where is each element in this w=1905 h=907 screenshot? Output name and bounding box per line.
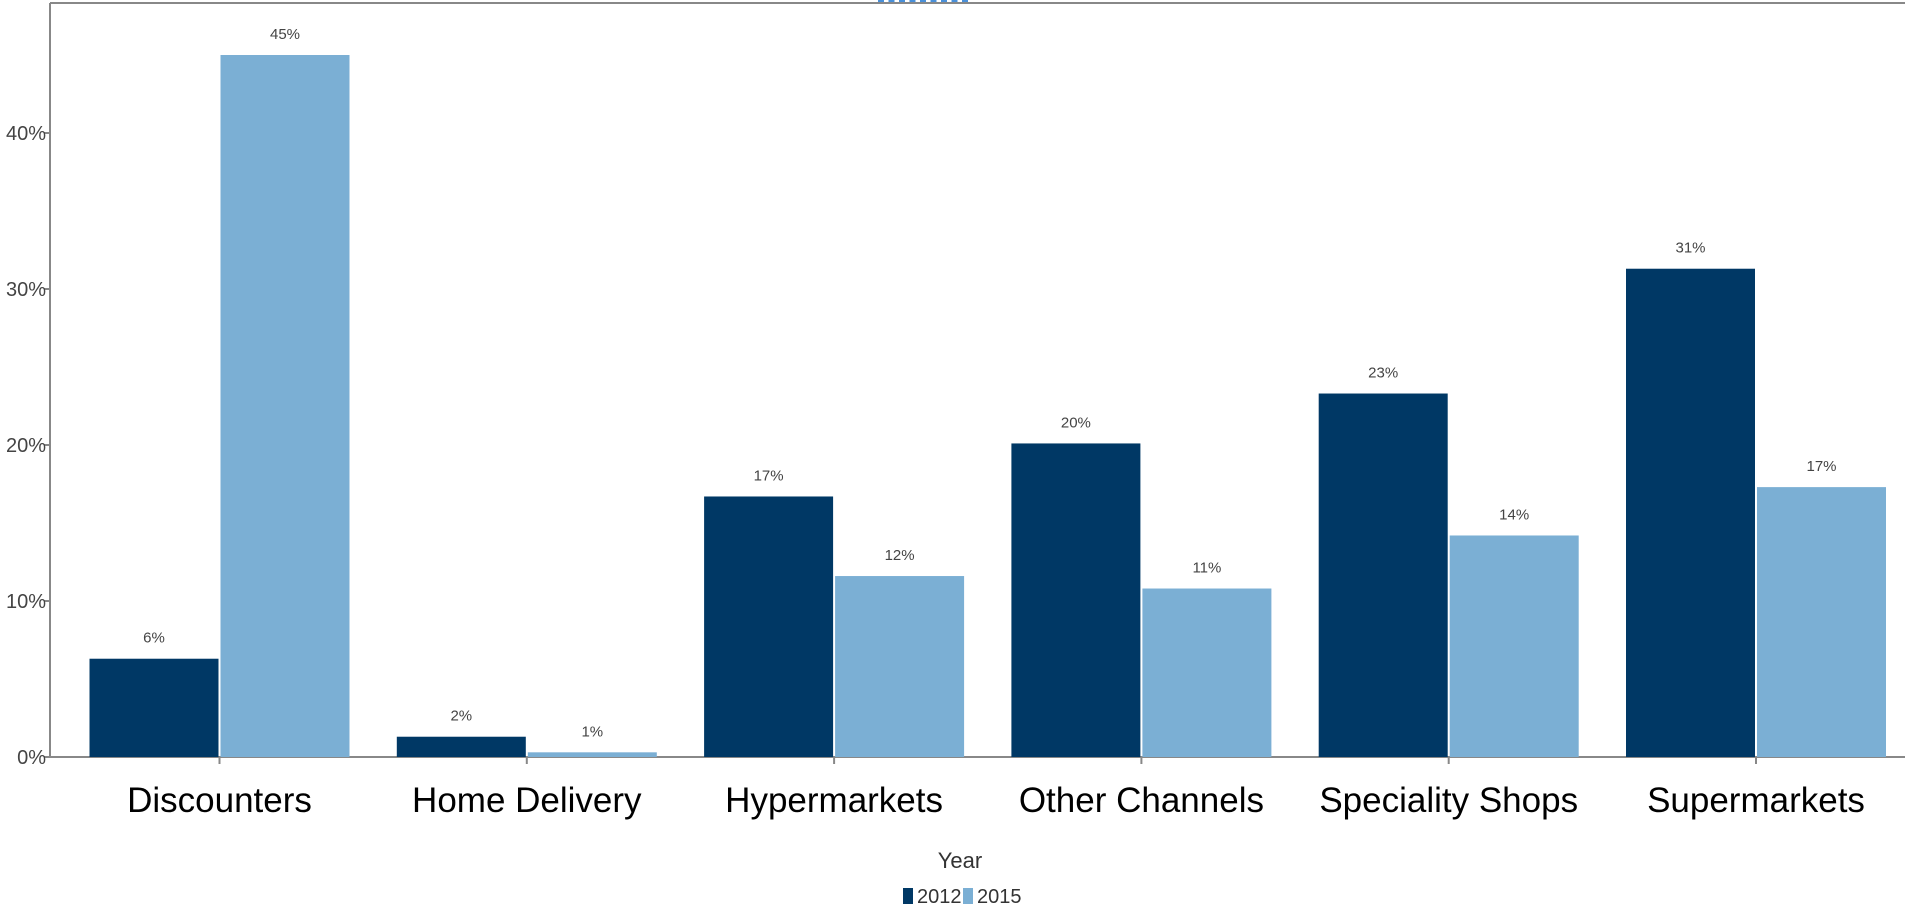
data-label: 31% [1675,240,1705,257]
data-label: 11% [1192,560,1221,577]
x-tick-label: Other Channels [1019,781,1264,820]
axes: 0% 10% 20% 30% 40% Discounters Home Delivery Hy… [6,2,1905,820]
data-label: 2% [450,708,472,725]
bars [89,55,1886,757]
legend-label: 2015 [977,886,1022,907]
data-label: 6% [143,630,165,647]
y-tick-label: 0% [17,747,46,769]
legend-swatch-2015 [963,888,973,904]
x-tick-label: Discounters [127,781,312,820]
legend-label: 2012 [917,886,962,907]
bar-2012-3 [1011,443,1141,757]
data-label: 17% [754,467,784,484]
x-tick-label: Home Delivery [412,781,642,820]
bar-2015-1 [527,752,657,757]
data-label: 23% [1368,365,1398,382]
data-label: 14% [1499,506,1529,523]
data-label: 20% [1061,414,1091,431]
x-tick-label: Supermarkets [1647,781,1865,820]
x-tick-label: Speciality Shops [1319,781,1578,820]
data-label: 17% [1806,458,1836,475]
legend-title: Year [938,848,982,873]
data-label: 12% [885,547,915,564]
data-label: 45% [270,26,300,43]
data-label: 1% [581,723,603,740]
y-tick-label: 10% [6,591,46,613]
bar-2012-4 [1318,393,1448,757]
top-link-fragment [878,0,968,8]
bar-2012-2 [704,496,834,757]
bar-2012-1 [396,736,526,757]
x-tick-label: Hypermarkets [725,781,943,820]
bar-2012-5 [1626,268,1755,757]
y-tick-label: 40% [6,123,46,145]
bar-2015-5 [1757,487,1886,757]
y-tick-label: 20% [6,435,46,457]
bar-2015-4 [1449,535,1579,757]
bar-2015-2 [835,576,965,757]
bar-2012-0 [89,658,219,757]
data-labels: 6% 45% 2% 1% 17% 12% 20% 11% 23% 14% 31% 17% [143,26,1836,740]
y-tick-label: 30% [6,279,46,301]
bar-2015-3 [1142,588,1272,757]
bar-2015-0 [220,55,350,757]
legend: Year 2012 2015 [903,848,1022,907]
legend-swatch-2012 [903,888,913,904]
